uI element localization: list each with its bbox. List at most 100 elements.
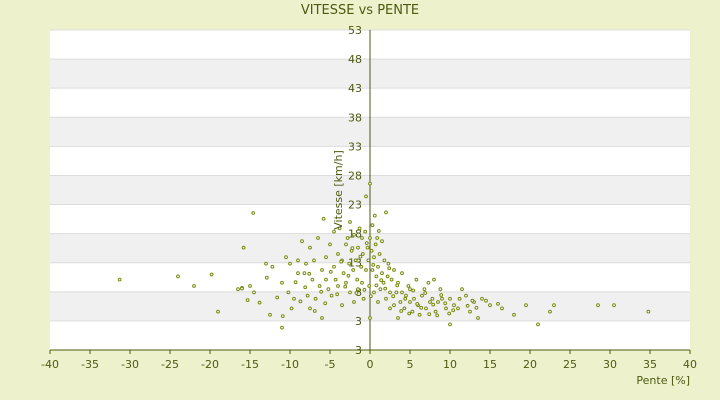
data-point <box>336 284 340 288</box>
data-point <box>305 293 310 298</box>
data-point <box>252 290 256 295</box>
data-point <box>300 239 304 244</box>
data-point <box>304 261 308 266</box>
data-point <box>371 263 376 267</box>
data-point <box>432 277 436 282</box>
data-point <box>451 308 456 313</box>
data-point <box>332 229 336 234</box>
data-point <box>268 312 272 317</box>
data-point <box>399 309 404 313</box>
data-point <box>360 236 364 240</box>
data-point <box>378 287 383 292</box>
y-tick-label: 8 <box>355 286 362 299</box>
data-point <box>332 264 336 269</box>
data-point <box>280 280 284 285</box>
data-point <box>303 285 308 290</box>
data-point <box>392 303 396 308</box>
data-point <box>548 309 552 314</box>
data-point <box>245 298 250 303</box>
data-point <box>357 226 362 231</box>
data-point <box>323 301 328 306</box>
data-point <box>374 274 379 279</box>
data-point <box>353 258 358 263</box>
data-point <box>396 316 400 320</box>
data-point <box>368 294 373 299</box>
y-axis: 338131823283338434853 <box>348 24 371 357</box>
data-point <box>333 277 338 282</box>
data-point <box>367 284 372 288</box>
data-point <box>360 252 365 256</box>
data-point <box>457 296 462 301</box>
data-point <box>368 316 372 320</box>
data-point <box>447 311 452 316</box>
data-point <box>407 311 412 316</box>
x-tick-label: 25 <box>563 358 577 371</box>
data-point <box>307 271 312 276</box>
data-point <box>292 296 296 301</box>
y-tick-label: 23 <box>348 199 362 212</box>
data-point <box>117 277 122 282</box>
data-point <box>339 259 344 264</box>
data-point <box>443 301 448 306</box>
x-tick-label: -25 <box>161 358 179 371</box>
data-point <box>341 271 346 276</box>
data-point <box>400 290 404 295</box>
data-point <box>236 287 240 292</box>
data-point <box>403 296 408 301</box>
x-tick-label: -20 <box>201 358 219 371</box>
data-point <box>372 213 377 218</box>
data-point <box>384 296 388 301</box>
data-point <box>389 277 394 282</box>
data-point <box>324 255 328 260</box>
x-tick-label: 10 <box>443 358 457 371</box>
x-tick-label: -40 <box>41 358 59 371</box>
data-point <box>381 280 386 285</box>
data-point <box>470 298 475 303</box>
data-point <box>289 306 294 311</box>
data-point <box>355 277 360 282</box>
data-point <box>248 284 252 288</box>
data-point <box>326 287 331 292</box>
data-point <box>465 303 470 308</box>
data-point <box>313 296 318 301</box>
data-point <box>435 313 440 318</box>
data-point <box>428 300 432 304</box>
data-point <box>417 312 422 317</box>
data-point <box>372 290 376 295</box>
data-point <box>344 242 348 247</box>
data-point <box>370 223 375 228</box>
data-point <box>264 261 268 266</box>
data-point <box>354 291 359 295</box>
data-point <box>337 226 342 231</box>
data-point <box>328 270 333 274</box>
data-point <box>369 248 374 253</box>
data-point <box>387 266 392 271</box>
data-point <box>372 255 376 260</box>
data-point <box>361 296 366 301</box>
data-point <box>376 300 380 304</box>
data-point <box>415 302 420 306</box>
y-tick-label: 28 <box>348 169 362 182</box>
data-point <box>352 300 356 304</box>
data-point <box>410 309 415 314</box>
data-point <box>352 232 356 237</box>
data-point <box>280 314 285 319</box>
y-tick-label: 38 <box>348 111 362 124</box>
data-point <box>358 254 363 259</box>
data-point <box>468 309 472 314</box>
data-point <box>480 296 484 301</box>
data-point <box>350 246 355 251</box>
data-point <box>388 306 392 311</box>
y-tick-label: 48 <box>348 53 362 66</box>
data-point <box>426 280 431 285</box>
data-point <box>363 229 368 234</box>
data-point <box>192 284 196 288</box>
data-point <box>433 309 438 314</box>
data-point <box>364 241 369 246</box>
data-point <box>288 261 292 266</box>
data-point <box>312 258 316 263</box>
data-point <box>438 287 443 292</box>
data-point <box>646 309 651 314</box>
data-point <box>406 284 411 288</box>
